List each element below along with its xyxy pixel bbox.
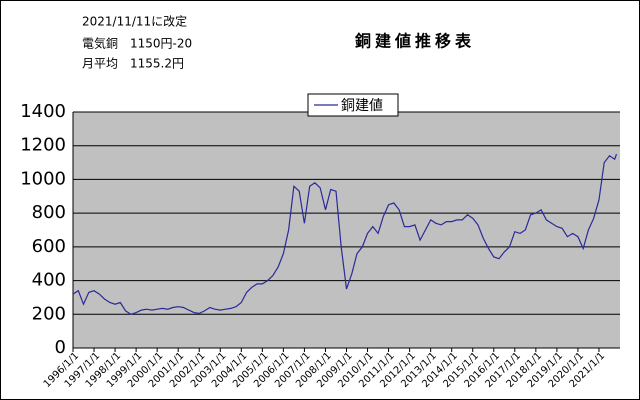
note: 月平均 1155.2円 (82, 57, 184, 71)
chart-title: 銅建値推移表 (355, 32, 475, 51)
plot-area (73, 112, 620, 348)
legend-label: 銅建値 (341, 98, 383, 114)
y-tick-label: 0 (55, 337, 66, 358)
y-tick-label: 400 (32, 270, 66, 291)
legend (307, 93, 399, 117)
y-tick-label: 1200 (20, 135, 66, 156)
y-tick-label: 200 (32, 303, 66, 324)
y-tick-label: 1000 (20, 168, 66, 189)
y-tick-label: 1400 (20, 101, 66, 122)
note: 電気銅 1150円-20 (82, 36, 192, 51)
note: 2021/11/11に改定 (82, 14, 187, 29)
y-tick-label: 800 (32, 202, 66, 223)
y-tick-label: 600 (32, 236, 66, 257)
line (72, 153, 618, 315)
